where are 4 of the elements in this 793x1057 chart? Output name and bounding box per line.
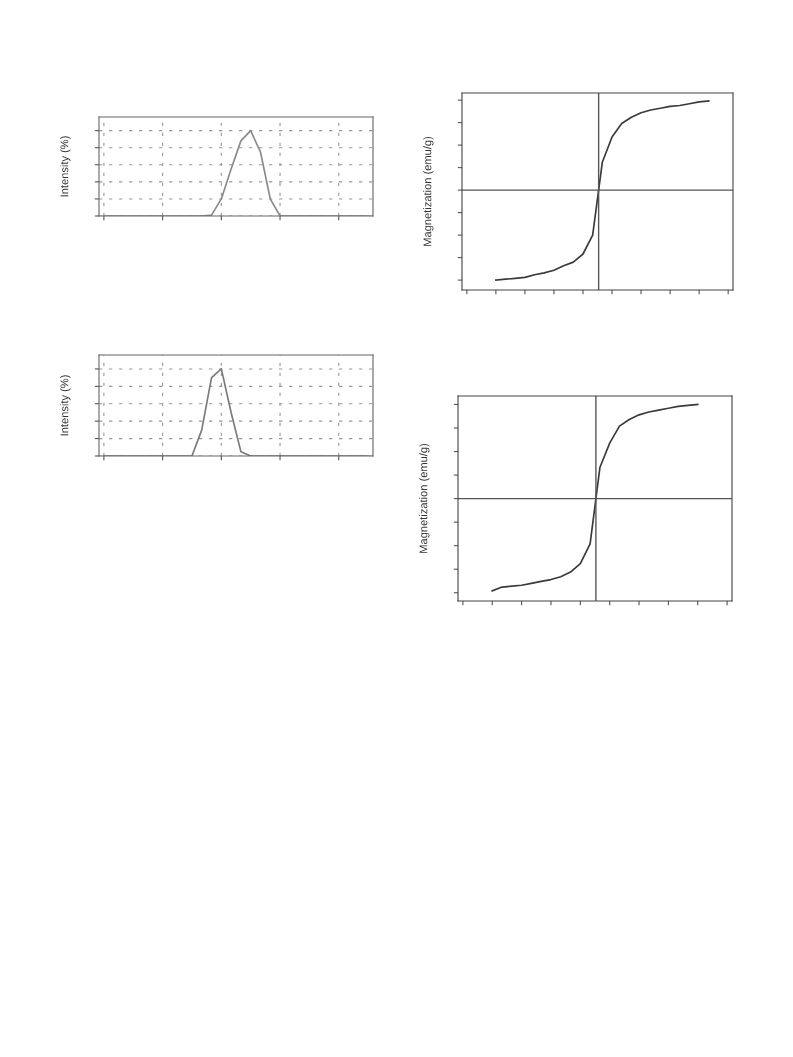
y-axis-title: Magnetization (emu/g) [423,136,434,246]
y-axis-title: Magnetization (emu/g) [419,443,430,553]
y-axis-title: Intensity (%) [60,375,71,436]
y-axis-title: Intensity (%) [60,136,71,197]
